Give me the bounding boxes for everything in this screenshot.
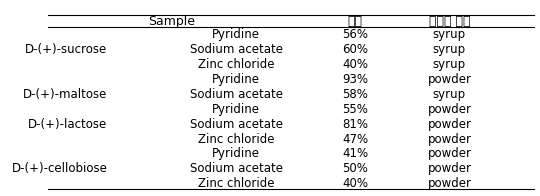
Text: 40%: 40% [342,177,368,190]
Text: Pyridine: Pyridine [212,147,260,161]
Text: 55%: 55% [342,103,368,116]
Text: Zinc chloride: Zinc chloride [198,132,274,146]
Text: D-(+)-lactose: D-(+)-lactose [28,118,107,131]
Text: powder: powder [427,162,471,175]
Text: Sample: Sample [148,15,195,28]
Text: Pyridine: Pyridine [212,73,260,86]
Text: Sodium acetate: Sodium acetate [190,43,283,56]
Text: Zinc chloride: Zinc chloride [198,177,274,190]
Text: Pyridine: Pyridine [212,28,260,41]
Text: powder: powder [427,132,471,146]
Text: 56%: 56% [342,28,368,41]
Text: syrup: syrup [433,43,466,56]
Text: 41%: 41% [342,147,368,161]
Text: powder: powder [427,177,471,190]
Text: 47%: 47% [342,132,368,146]
Text: Sodium acetate: Sodium acetate [190,88,283,101]
Text: D-(+)-maltose: D-(+)-maltose [23,88,107,101]
Text: syrup: syrup [433,28,466,41]
Text: 40%: 40% [342,58,368,71]
Text: D-(+)-sucrose: D-(+)-sucrose [25,43,107,56]
Text: D-(+)-cellobiose: D-(+)-cellobiose [11,162,107,175]
Text: 93%: 93% [342,73,368,86]
Text: Sodium acetate: Sodium acetate [190,118,283,131]
Text: 58%: 58% [342,88,368,101]
Text: syrup: syrup [433,58,466,71]
Text: 결과물 상태: 결과물 상태 [429,15,470,28]
Text: powder: powder [427,147,471,161]
Text: powder: powder [427,118,471,131]
Text: Sodium acetate: Sodium acetate [190,162,283,175]
Text: 50%: 50% [342,162,368,175]
Text: 60%: 60% [342,43,368,56]
Text: powder: powder [427,73,471,86]
Text: syrup: syrup [433,88,466,101]
Text: Zinc chloride: Zinc chloride [198,58,274,71]
Text: 81%: 81% [342,118,368,131]
Text: powder: powder [427,103,471,116]
Text: Pyridine: Pyridine [212,103,260,116]
Text: 수율: 수율 [348,15,363,28]
